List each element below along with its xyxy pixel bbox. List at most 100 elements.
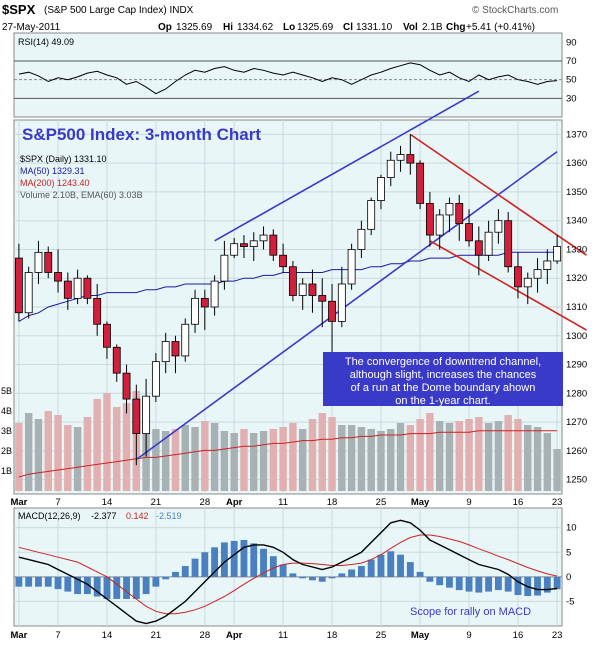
candle-body (171, 341, 180, 357)
price-panel: 1370 1360 1350 1340 1330 1320 1310 1300 1290 1280… (1, 90, 587, 508)
macd-histogram-bar (230, 540, 238, 577)
volume-bar (103, 393, 111, 491)
macd-histogram-bar (387, 551, 395, 577)
volume-bar (524, 425, 532, 491)
price-x-label: 25 (376, 497, 387, 508)
candle-body (54, 272, 62, 282)
volume-bar (338, 425, 346, 491)
candle-body (44, 251, 53, 273)
macd-histogram-bar (367, 559, 375, 577)
macd-tick-label: 5 (566, 547, 571, 558)
price-x-label: 23 (552, 497, 563, 508)
macd-histogram-bar (93, 576, 101, 597)
macd-histogram-bar (279, 564, 287, 577)
low-value: 1325.69 (297, 22, 334, 33)
candle-body (249, 240, 258, 247)
volume-bar (416, 419, 424, 491)
candle-body (132, 398, 141, 434)
price-tick-label: 1350 (566, 187, 587, 198)
watermark: © StockCharts.com (472, 5, 558, 16)
macd-x-label: 9 (466, 630, 471, 641)
volume-bar (181, 425, 189, 491)
macd-x-label: 14 (102, 630, 113, 641)
close-label: Cl (343, 22, 353, 33)
macd-histogram-bar (475, 576, 483, 593)
macd-histogram-bar (220, 542, 228, 577)
candle-body (465, 223, 473, 242)
volume-value: 2.1B (422, 22, 443, 33)
annotation: The convergence of downtrend channel, al… (323, 352, 563, 407)
macd-histogram-bar (240, 539, 248, 577)
volume-bar (269, 429, 278, 491)
candle-body (269, 234, 278, 256)
macd-histogram-bar (172, 571, 179, 577)
volume-bar (15, 423, 23, 491)
index-name: (S&P 500 Large Cap Index) INDX (44, 5, 194, 16)
candle-body (494, 220, 503, 233)
legend-ma50: MA(50) 1329.31 (20, 166, 85, 176)
rsi-legend: RSI(14) 49.09 (18, 37, 74, 47)
macd-histogram-bar (25, 576, 33, 587)
macd-histogram-bar (416, 571, 424, 577)
candle-body (308, 283, 317, 296)
candle-body (83, 277, 92, 299)
macd-legend-hist: -2.519 (156, 511, 182, 521)
price-tick-label: 1370 (566, 129, 587, 140)
macd-x-label: 23 (552, 630, 563, 641)
volume-bar (435, 421, 444, 491)
candle-body (318, 295, 327, 302)
candle-body (357, 228, 366, 250)
volume-bar (367, 429, 375, 491)
macd-histogram-bar (83, 576, 91, 595)
close-value: 1331.10 (356, 22, 393, 33)
volume-tick-label: 4B (1, 406, 12, 416)
price-tick-label: 1310 (566, 302, 587, 313)
legend-ma200: MA(200) 1243.40 (20, 178, 90, 188)
macd-histogram-bar (54, 576, 62, 590)
candle-body (386, 159, 395, 178)
volume-bar (289, 423, 297, 491)
macd-histogram-bar (191, 558, 199, 577)
volume-bar (161, 431, 170, 491)
volume-bar (54, 415, 62, 491)
volume-bar (396, 423, 405, 491)
volume-bar (240, 429, 248, 491)
macd-histogram-bar (142, 576, 150, 595)
candle-body (337, 283, 346, 322)
candle-body (220, 254, 229, 282)
volume-bar (279, 427, 287, 491)
macd-x-label: 16 (513, 630, 524, 641)
macd-histogram-bar (514, 576, 522, 596)
macd-histogram-bar (436, 576, 444, 586)
volume-bar (445, 423, 454, 491)
volume-bar (171, 429, 180, 491)
candle-body (230, 243, 239, 256)
macd-histogram-bar (113, 576, 121, 599)
volume-tick-label: 5B (1, 386, 12, 396)
rsi-tick-label: 90 (566, 37, 577, 48)
candle-body (474, 240, 483, 256)
volume-bar (64, 425, 72, 491)
macd-histogram-bar (35, 576, 42, 587)
price-tick-label: 1360 (566, 158, 587, 169)
candle-body (543, 260, 552, 271)
candle-body (93, 297, 102, 325)
candle-body (191, 297, 199, 325)
candle-body (181, 323, 190, 357)
candle-body (514, 266, 522, 288)
candle-body (34, 251, 43, 273)
volume-bar (73, 427, 82, 491)
macd-histogram-bar (299, 576, 307, 579)
candle-body (396, 154, 405, 161)
candle-body (367, 200, 376, 230)
volume-bar (34, 419, 43, 491)
uptrend-lower-line (135, 151, 558, 461)
candle-body (240, 243, 248, 247)
candle-body (151, 361, 160, 397)
price-x-label: May (411, 497, 430, 508)
volume-bar (298, 429, 307, 491)
candle-body (112, 346, 121, 374)
macd-legend-signal: 0.142 (126, 511, 149, 521)
macd-x-label: 21 (151, 630, 162, 641)
